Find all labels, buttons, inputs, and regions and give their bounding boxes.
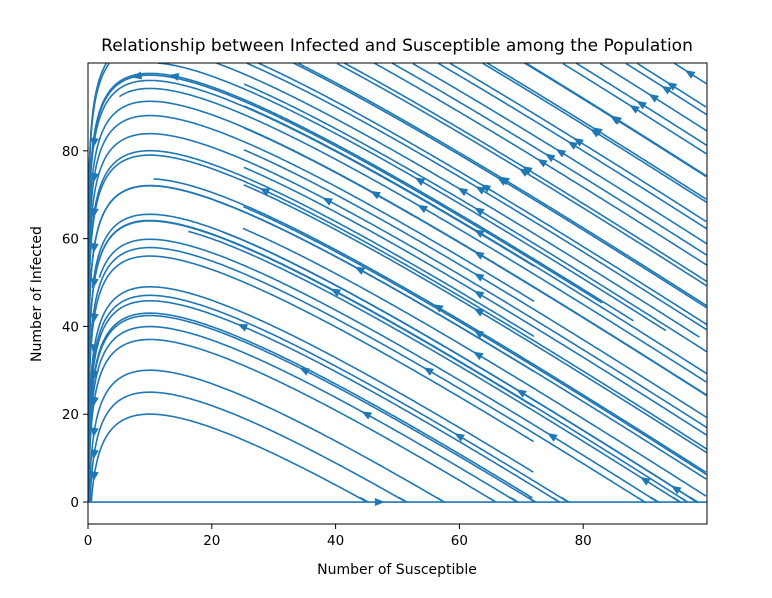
stream-arrow: [414, 177, 426, 186]
stream-arrow: [90, 207, 99, 219]
x-axis-label: Number of Susceptible: [317, 562, 477, 578]
stream-arrow: [496, 177, 508, 186]
streamline: [88, 63, 110, 502]
stream-arrow: [522, 166, 533, 175]
stream-arrow: [473, 251, 485, 260]
stream-arrow: [361, 411, 373, 420]
stream-arrow: [473, 329, 485, 339]
stream-arrow: [168, 73, 180, 81]
stream-arrow: [457, 187, 469, 197]
y-tick-label: 60: [62, 232, 79, 248]
stream-arrow: [474, 207, 485, 216]
stream-arrows: [88, 69, 696, 506]
stream-arrow: [536, 158, 548, 168]
streamlines: [88, 63, 707, 504]
x-tick-label: 0: [84, 533, 93, 549]
stream-arrow: [573, 137, 584, 147]
stream-arrow: [90, 137, 99, 148]
x-tick-label: 60: [451, 533, 468, 549]
stream-arrow: [90, 343, 99, 355]
stream-arrow: [473, 273, 485, 282]
stream-arrow: [480, 184, 492, 193]
y-tick-label: 80: [62, 144, 79, 160]
stream-arrow: [555, 148, 567, 158]
y-tick-label: 40: [62, 319, 79, 335]
streamline: [88, 369, 445, 503]
stream-arrow: [516, 389, 527, 398]
stream-arrow: [661, 85, 672, 95]
stream-arrow: [374, 498, 385, 506]
stream-arrow: [684, 69, 696, 79]
streamline: [91, 213, 700, 504]
stream-arrow: [567, 141, 579, 150]
chart-title: Relationship between Infected and Suscep…: [101, 36, 693, 56]
y-axis-ticks: 0 20 40 60 80: [62, 144, 88, 511]
streamline: [98, 238, 662, 503]
stream-arrow: [423, 367, 434, 376]
stream-arrow: [475, 186, 486, 195]
stream-arrow: [544, 153, 556, 163]
stream-arrow: [90, 396, 99, 408]
stream-arrow: [237, 324, 249, 332]
x-axis-ticks: 0 20 40 60 80: [84, 524, 592, 549]
stream-arrow: [473, 308, 485, 317]
streamline: [88, 219, 691, 503]
y-axis-label: Number of Infected: [29, 226, 45, 362]
stream-arrow: [666, 81, 678, 91]
stream-arrow: [454, 433, 465, 442]
stream-arrow: [629, 104, 640, 114]
stream-arrow: [473, 229, 485, 238]
stream-arrow: [547, 433, 558, 442]
y-tick-label: 0: [70, 495, 79, 511]
streamline: [88, 220, 535, 502]
stream-arrow: [432, 304, 444, 313]
stream-arrow: [330, 288, 342, 297]
streamline: [88, 114, 535, 502]
streamline: [246, 63, 707, 331]
streamline: [188, 230, 683, 503]
streamline: [88, 314, 539, 503]
stream-arrow: [472, 351, 484, 361]
stream-arrow: [88, 340, 92, 351]
stream-arrow: [90, 427, 99, 438]
streamline: [88, 312, 533, 502]
stream-arrow: [259, 188, 271, 196]
streamline: [88, 79, 535, 502]
stream-arrow: [473, 290, 485, 300]
stream-arrow: [90, 277, 99, 289]
streamline: [89, 100, 707, 396]
stream-arrow: [90, 172, 99, 184]
stream-arrow: [88, 324, 92, 335]
stream-arrow: [354, 266, 366, 275]
stream-arrow: [640, 476, 651, 486]
y-tick-label: 20: [62, 407, 79, 423]
x-tick-label: 40: [327, 533, 344, 549]
stream-arrow: [299, 367, 310, 376]
stream-arrow: [590, 128, 601, 138]
stream-arrow: [370, 190, 381, 200]
stream-arrow: [90, 370, 99, 381]
streamline: [88, 391, 408, 503]
stream-arrow: [636, 100, 647, 110]
streamline: [88, 294, 572, 503]
stream-arrow: [90, 242, 99, 254]
streamline: [88, 255, 535, 502]
plot-frame: [87, 62, 708, 525]
stream-arrow: [90, 449, 99, 460]
stream-arrow: [90, 471, 99, 482]
stream-arrow: [648, 93, 660, 103]
stream-arrow: [322, 197, 334, 206]
streamline: [88, 184, 707, 480]
x-tick-label: 80: [575, 533, 592, 549]
stream-arrow: [131, 71, 143, 80]
streamline: [88, 286, 534, 502]
stream-arrow: [417, 204, 428, 214]
streamline: [242, 227, 707, 497]
stream-arrow: [90, 313, 99, 324]
stream-arrow: [670, 485, 682, 495]
stream-arrow: [611, 115, 623, 125]
x-tick-label: 20: [203, 533, 220, 549]
